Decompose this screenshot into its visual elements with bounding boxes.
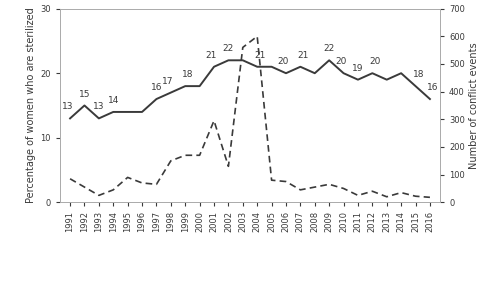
Y-axis label: Percentage of women who are sterilized: Percentage of women who are sterilized: [26, 8, 36, 203]
Text: 21: 21: [298, 51, 309, 60]
Text: 13: 13: [93, 102, 104, 112]
Text: 16: 16: [427, 83, 438, 92]
Text: 20: 20: [370, 57, 381, 66]
Text: 13: 13: [62, 102, 73, 112]
Y-axis label: Number of conflict events: Number of conflict events: [469, 42, 479, 169]
Text: 17: 17: [162, 77, 174, 86]
Text: 18: 18: [182, 70, 194, 79]
Text: 21: 21: [254, 51, 266, 60]
Text: 19: 19: [352, 64, 364, 73]
Text: 20: 20: [335, 57, 346, 66]
Text: 16: 16: [150, 83, 162, 92]
Text: 20: 20: [278, 57, 289, 66]
Text: 18: 18: [412, 70, 424, 79]
Text: 22: 22: [324, 44, 335, 53]
Text: 22: 22: [223, 44, 234, 53]
Text: 21: 21: [206, 51, 217, 60]
Text: 14: 14: [108, 96, 119, 105]
Text: 15: 15: [78, 90, 90, 99]
